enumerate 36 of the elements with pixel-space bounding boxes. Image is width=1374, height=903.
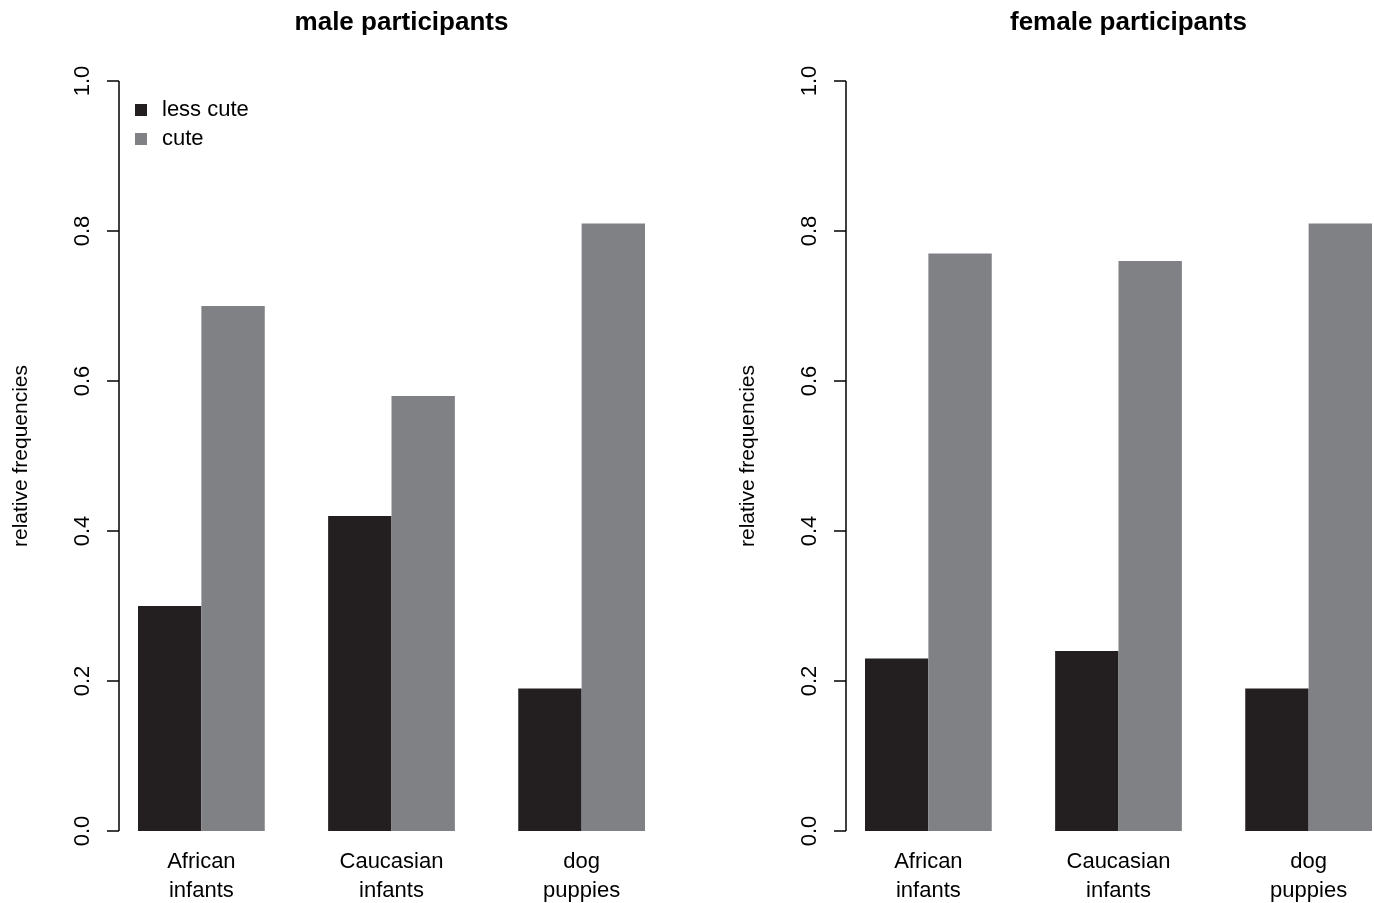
bar xyxy=(1245,688,1309,831)
bar xyxy=(391,396,455,831)
x-tick-label: African infants xyxy=(167,848,236,902)
y-tick-label: 0.2 xyxy=(795,665,821,697)
y-tick-label: 0.0 xyxy=(795,815,821,847)
bar xyxy=(328,516,392,831)
y-tick-label: 0.8 xyxy=(68,215,94,247)
y-tick-label: 0.8 xyxy=(795,215,821,247)
bar xyxy=(928,253,992,831)
bar xyxy=(865,658,929,831)
chart-title: male participants xyxy=(294,6,509,36)
y-tick-label: 0.4 xyxy=(68,515,94,547)
y-tick-label: 0.4 xyxy=(795,515,821,547)
legend-label: less cute xyxy=(162,95,249,121)
bar xyxy=(138,606,202,831)
x-tick-label: African infants xyxy=(894,848,963,902)
y-tick-label: 1.0 xyxy=(795,65,821,97)
y-tick-label: 0.6 xyxy=(795,365,821,397)
y-tick-label: 0.2 xyxy=(68,665,94,697)
legend-label: cute xyxy=(162,124,204,150)
y-axis-title: relative frequencies xyxy=(735,364,758,548)
bar xyxy=(1118,261,1182,831)
y-tick-label: 1.0 xyxy=(68,65,94,97)
x-tick-label: Caucasian infants xyxy=(339,848,444,902)
y-axis-title: relative frequencies xyxy=(8,364,31,548)
x-tick-label: dog puppies xyxy=(543,848,621,902)
x-tick-label: Caucasian infants xyxy=(1066,848,1171,902)
bar xyxy=(518,688,582,831)
x-tick-label: dog puppies xyxy=(1270,848,1348,902)
bar xyxy=(1308,223,1372,831)
bar xyxy=(201,306,265,831)
chart-title: female participants xyxy=(1010,6,1247,36)
bar xyxy=(1055,651,1119,831)
bar xyxy=(581,223,645,831)
y-tick-label: 0.0 xyxy=(68,815,94,847)
y-tick-label: 0.6 xyxy=(68,365,94,397)
